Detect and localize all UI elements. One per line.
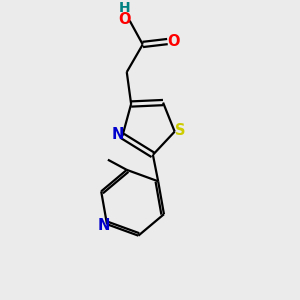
Text: H: H xyxy=(118,2,130,15)
Text: S: S xyxy=(175,123,185,138)
Text: O: O xyxy=(168,34,180,49)
Text: N: N xyxy=(97,218,110,233)
Text: O: O xyxy=(118,12,131,27)
Text: N: N xyxy=(112,127,124,142)
